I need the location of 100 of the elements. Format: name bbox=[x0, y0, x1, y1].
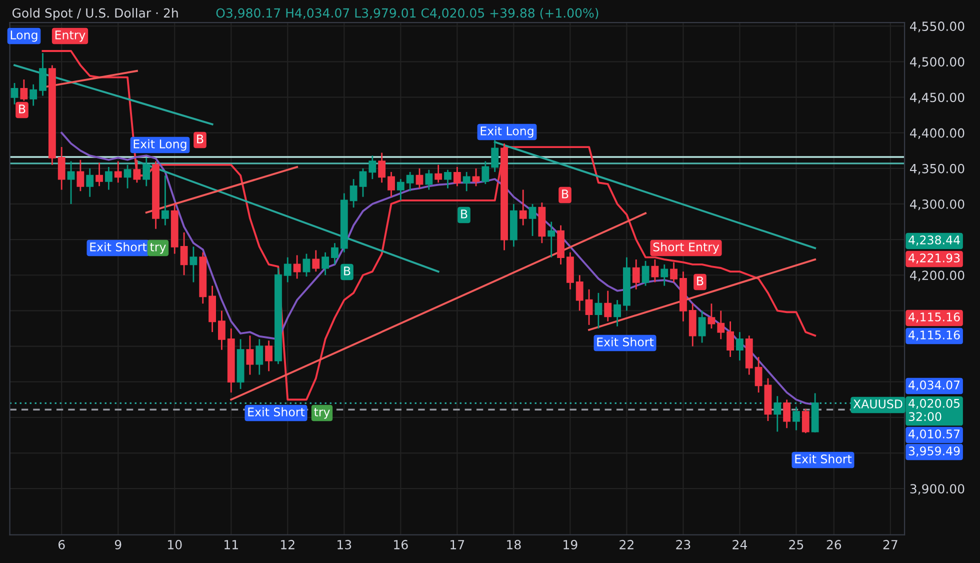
candlestick bbox=[519, 189, 527, 226]
candlestick bbox=[736, 331, 744, 362]
candlestick bbox=[642, 260, 650, 286]
annotation: B bbox=[19, 104, 26, 114]
candlestick bbox=[717, 310, 725, 340]
x-tick-label: 25 bbox=[789, 540, 804, 550]
candlestick bbox=[604, 290, 612, 322]
y-tick-label: 4,350.00 bbox=[910, 164, 964, 175]
y-tick-label: 4,500.00 bbox=[910, 57, 964, 68]
annotation: B bbox=[697, 276, 704, 286]
annotation: Short Entry bbox=[653, 242, 720, 254]
candlestick bbox=[670, 262, 678, 283]
candlestick bbox=[10, 82, 18, 106]
x-tick-label: 19 bbox=[564, 540, 578, 550]
candlestick bbox=[359, 168, 367, 198]
text: 4,115.16 bbox=[908, 330, 960, 341]
x-tick-label: 6 bbox=[58, 540, 65, 550]
x-tick-label: 24 bbox=[732, 540, 747, 550]
x-tick-label: 22 bbox=[620, 540, 634, 550]
y-tick-label: 3,900.00 bbox=[910, 484, 964, 495]
candlestick bbox=[180, 232, 188, 276]
candlestick bbox=[30, 84, 38, 106]
annotation: Exit Short bbox=[597, 337, 654, 346]
candlestick bbox=[783, 398, 791, 429]
y-tick-label: 4,550.00 bbox=[910, 22, 964, 32]
x-tick-label: 9 bbox=[114, 540, 122, 550]
candlestick bbox=[576, 274, 584, 312]
x-tick-label: 27 bbox=[883, 540, 898, 550]
candlestick bbox=[350, 178, 358, 208]
candlestick bbox=[614, 299, 621, 328]
x-tick-label: 16 bbox=[394, 540, 408, 550]
candlestick bbox=[472, 168, 480, 187]
y-tick-label: 4,300.00 bbox=[910, 199, 964, 210]
line-series bbox=[42, 50, 816, 401]
candlestick bbox=[256, 338, 264, 376]
chart-subtitle: O3,980.17 H4,034.07 L3,979.01 C4,020.05 +39.88 (+1.00%) bbox=[216, 8, 598, 20]
candlestick bbox=[284, 256, 292, 283]
candlestick bbox=[425, 169, 433, 190]
text: 4,115.16 bbox=[908, 312, 960, 323]
annotation: try bbox=[150, 242, 166, 254]
candlestick bbox=[142, 157, 150, 187]
candlestick bbox=[302, 253, 310, 278]
candlestick bbox=[246, 334, 254, 376]
candlestick bbox=[96, 162, 103, 187]
candlestick bbox=[67, 160, 75, 205]
text: 3,959.49 bbox=[908, 446, 960, 457]
candlestick bbox=[548, 221, 556, 258]
text: 4,010.57 bbox=[908, 429, 960, 440]
candlestick bbox=[265, 340, 273, 372]
candlestick bbox=[86, 168, 94, 198]
candlestick bbox=[774, 395, 782, 432]
chart-title: Gold Spot / U.S. Dollar · 2h bbox=[12, 8, 178, 20]
candlestick bbox=[322, 252, 330, 276]
candlestick bbox=[453, 166, 461, 187]
candlestick bbox=[218, 310, 226, 351]
annotation: B bbox=[197, 134, 204, 144]
text: 4,221.93 bbox=[908, 253, 960, 264]
candlestick bbox=[104, 166, 112, 190]
candlestick bbox=[434, 164, 442, 184]
candlestick bbox=[133, 159, 141, 184]
x-tick-label: 12 bbox=[281, 540, 294, 550]
text: 4,034.07 bbox=[908, 380, 960, 391]
candlestick bbox=[368, 154, 376, 180]
annotation: Entry bbox=[55, 30, 86, 42]
candlestick bbox=[444, 169, 452, 190]
x-tick-label: 17 bbox=[450, 540, 464, 550]
candlestick bbox=[660, 264, 668, 286]
candlestick bbox=[585, 288, 593, 326]
candlestick bbox=[528, 203, 536, 237]
candlestick bbox=[651, 258, 659, 283]
candlestick bbox=[792, 406, 800, 431]
annotation: Long bbox=[10, 30, 38, 42]
candlestick bbox=[594, 292, 602, 330]
candlestick bbox=[802, 408, 810, 434]
candlestick bbox=[76, 159, 84, 192]
candlestick bbox=[632, 258, 640, 290]
annotation: B bbox=[344, 266, 350, 276]
annotation: Exit Short bbox=[90, 242, 147, 252]
annotation: B bbox=[562, 190, 568, 198]
x-tick-label: 11 bbox=[224, 540, 238, 550]
candlestick bbox=[190, 246, 198, 283]
candlestick bbox=[312, 250, 320, 272]
annotation: Exit Short bbox=[795, 454, 852, 464]
candlestick bbox=[491, 139, 499, 173]
candlestick bbox=[726, 320, 734, 358]
text: 4,020.05 32:00 bbox=[908, 398, 960, 422]
candlestick bbox=[124, 164, 132, 190]
y-tick-label: 4,450.00 bbox=[910, 92, 964, 104]
text: 4,238.44 bbox=[908, 235, 960, 246]
candlestick bbox=[406, 171, 414, 192]
candlestick bbox=[388, 171, 395, 198]
annotation: Exit Long bbox=[480, 126, 534, 138]
y-tick-label: 4,200.00 bbox=[910, 270, 964, 282]
candlestick bbox=[378, 152, 386, 184]
candlestick bbox=[754, 356, 762, 394]
candlestick bbox=[58, 146, 66, 190]
candlestick bbox=[396, 178, 404, 202]
candlestick bbox=[698, 310, 706, 344]
x-tick-label: 10 bbox=[168, 540, 182, 550]
annotation: Exit Short bbox=[248, 407, 305, 416]
